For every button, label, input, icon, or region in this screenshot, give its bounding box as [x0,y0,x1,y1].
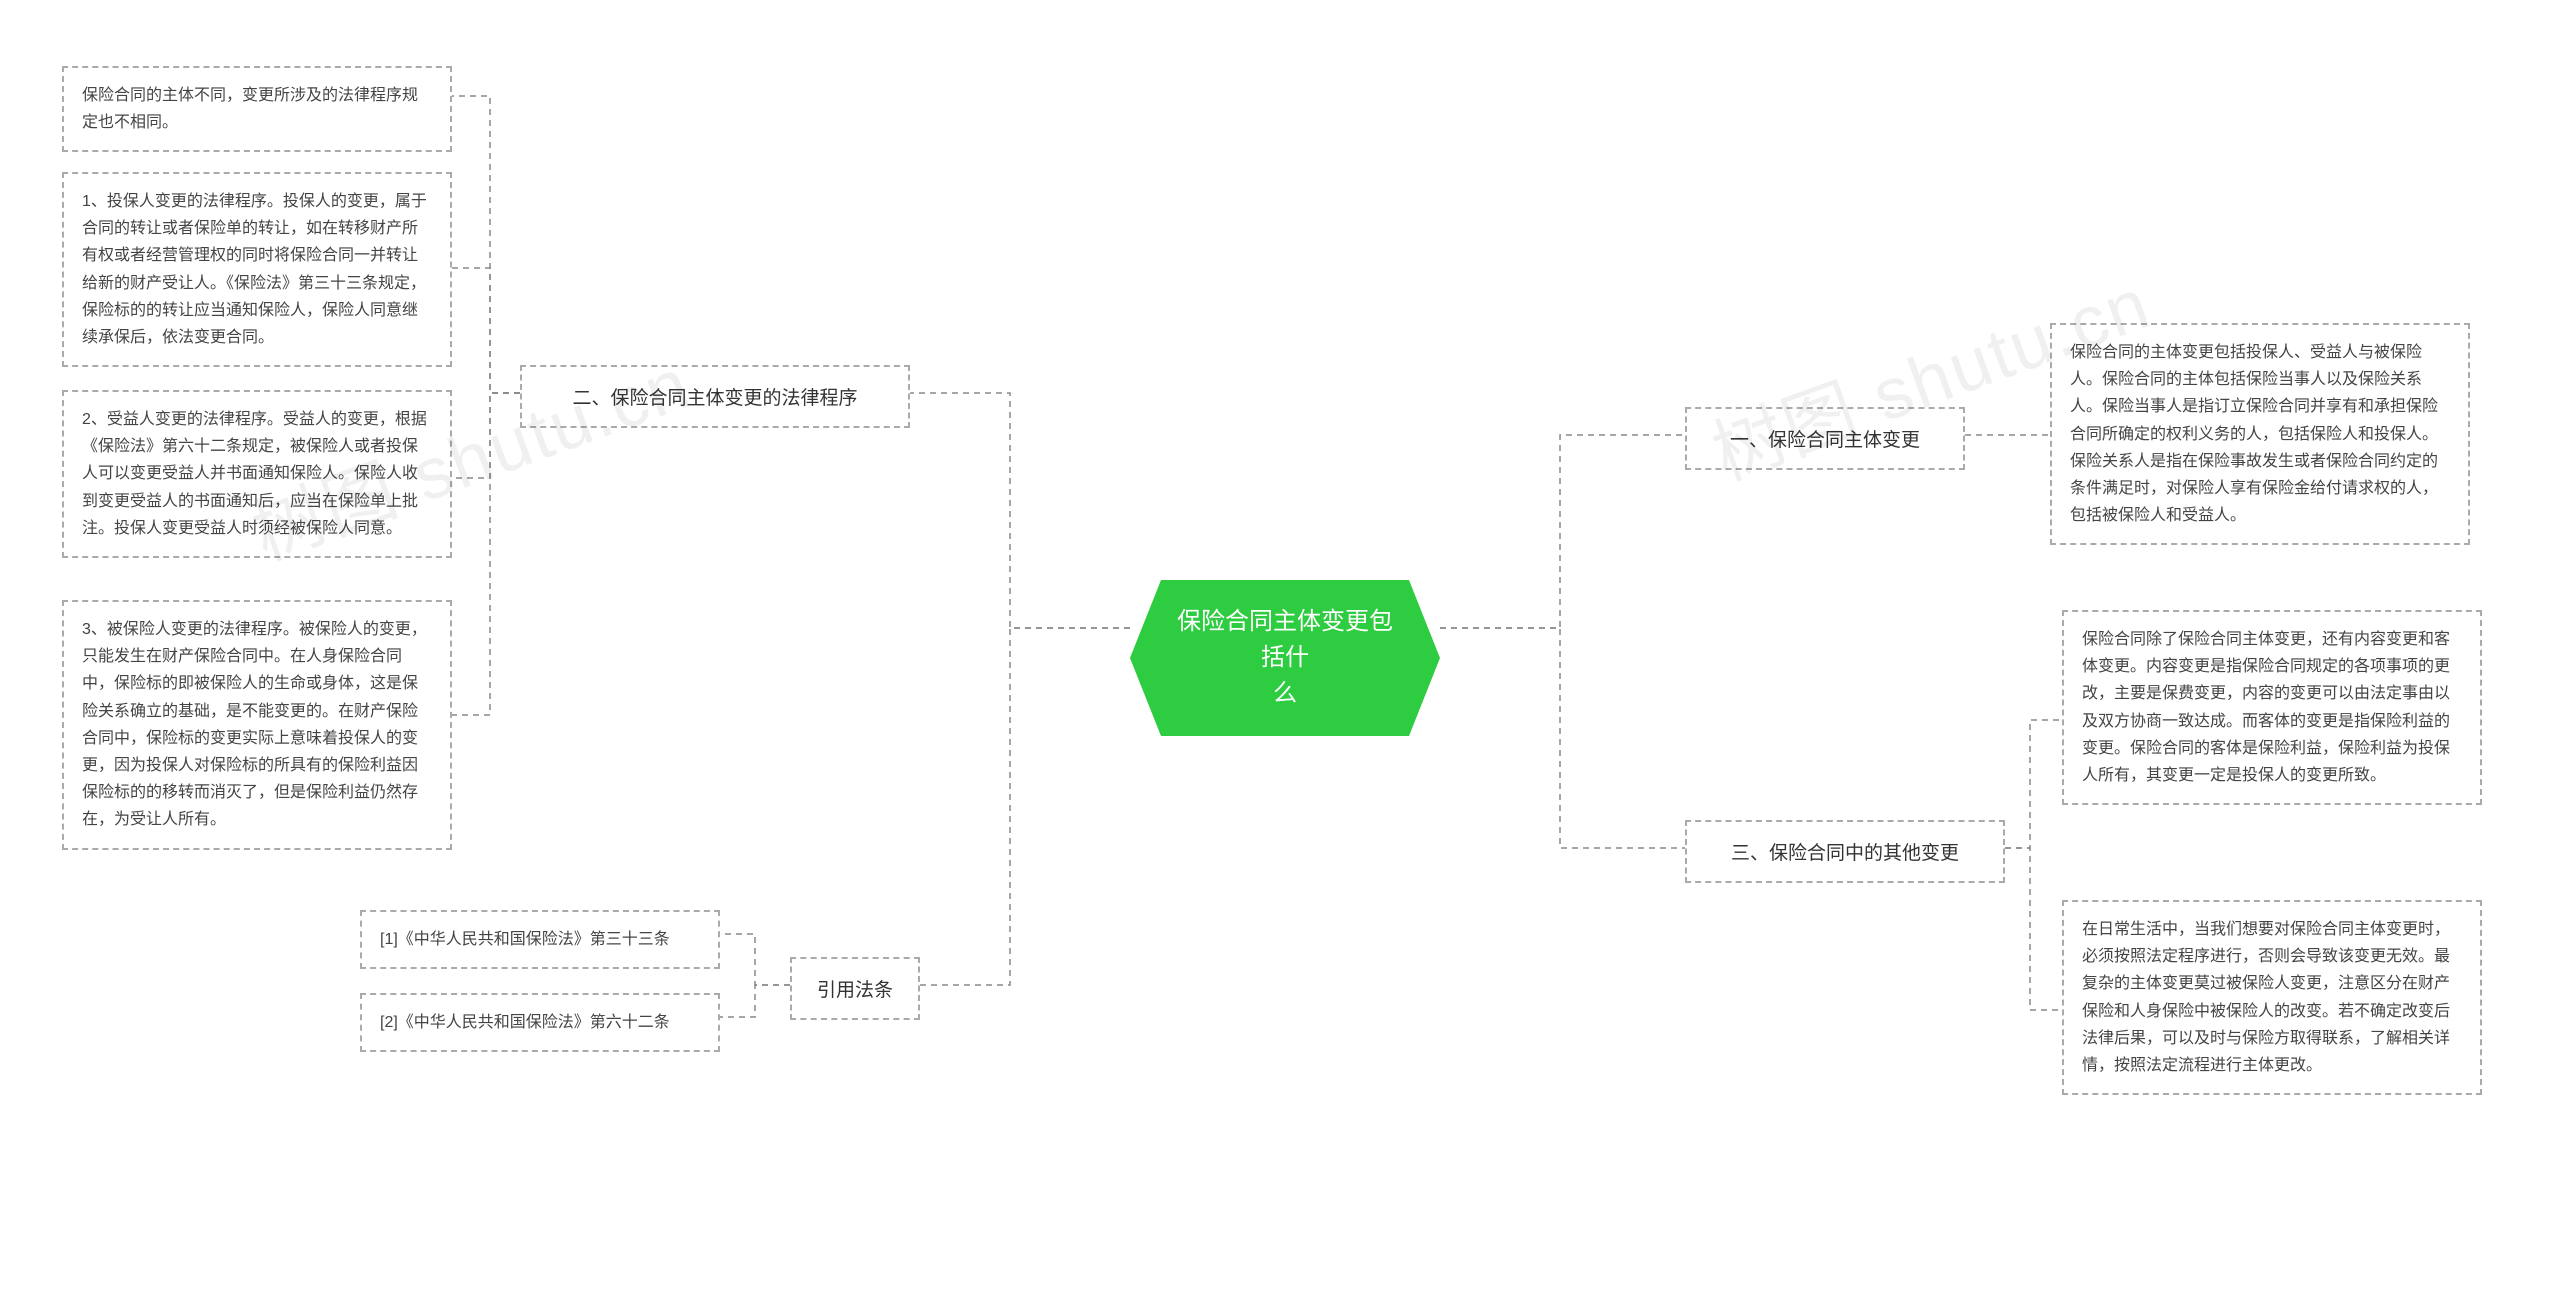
leaf-section2-0: 保险合同的主体不同，变更所涉及的法律程序规定也不相同。 [62,66,452,152]
leaf-section4-1: [2]《中华人民共和国保险法》第六十二条 [360,993,720,1052]
leaf-section1-0: 保险合同的主体变更包括投保人、受益人与被保险人。保险合同的主体包括保险当事人以及… [2050,323,2470,545]
branch-section1: 一、保险合同主体变更 [1685,407,1965,470]
leaf-section2-2: 2、受益人变更的法律程序。受益人的变更，根据《保险法》第六十二条规定，被保险人或… [62,390,452,558]
leaf-section3-1: 在日常生活中，当我们想要对保险合同主体变更时，必须按照法定程序进行，否则会导致该… [2062,900,2482,1095]
leaf-section4-0: [1]《中华人民共和国保险法》第三十三条 [360,910,720,969]
center-node: 保险合同主体变更包括什 么 [1130,580,1440,736]
branch-section2: 二、保险合同主体变更的法律程序 [520,365,910,428]
branch-section3: 三、保险合同中的其他变更 [1685,820,2005,883]
leaf-section2-3: 3、被保险人变更的法律程序。被保险人的变更，只能发生在财产保险合同中。在人身保险… [62,600,452,850]
leaf-section2-1: 1、投保人变更的法律程序。投保人的变更，属于合同的转让或者保险单的转让，如在转移… [62,172,452,367]
branch-section4: 引用法条 [790,957,920,1020]
leaf-section3-0: 保险合同除了保险合同主体变更，还有内容变更和客体变更。内容变更是指保险合同规定的… [2062,610,2482,805]
